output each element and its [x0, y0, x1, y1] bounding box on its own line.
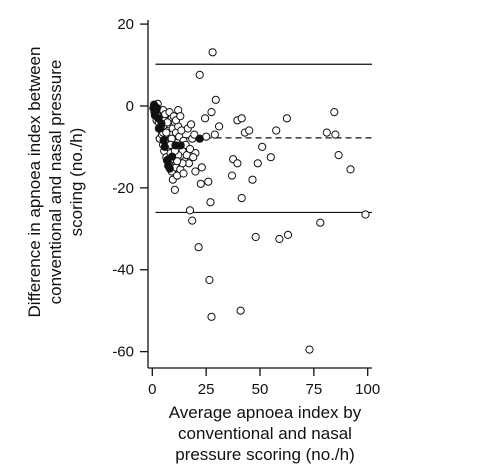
open-data-point: [211, 95, 220, 104]
open-data-point: [334, 151, 343, 160]
axis-title-line: Average apnoea index by: [169, 403, 362, 422]
x-tick-label: 0: [148, 381, 156, 398]
open-data-point: [227, 171, 237, 180]
open-data-point: [185, 144, 195, 154]
open-data-point: [206, 198, 215, 207]
y-axis-title: Difference in apnoea index between conven…: [25, 47, 86, 318]
open-data-point: [331, 130, 340, 139]
x-axis-ticks: 0 25 50 75 100: [148, 368, 380, 398]
open-data-point: [237, 194, 246, 203]
x-axis-title: Average apnoea index by conventional and …: [169, 403, 362, 464]
axis-title-line: conventional and nasal pressure: [46, 60, 65, 305]
open-data-point: [197, 163, 206, 172]
filled-data-point: [157, 119, 166, 128]
open-data-point: [210, 130, 219, 139]
filled-data-point: [168, 152, 177, 161]
axis-title-line: pressure scoring (no./h): [175, 445, 355, 464]
y-axis-ticks: 20 0 -20 -40 -60: [112, 16, 148, 361]
open-data-point: [196, 179, 205, 188]
y-tick-label: -60: [112, 344, 134, 361]
open-data-point: [283, 230, 293, 239]
open-data-point: [195, 70, 204, 80]
open-data-point: [233, 159, 242, 168]
open-data-point: [188, 216, 197, 225]
filled-data-point: [159, 136, 168, 145]
open-data-point: [248, 175, 257, 184]
open-data-point: [251, 232, 260, 242]
open-data-point: [179, 169, 188, 178]
x-tick-label: 100: [355, 381, 380, 398]
axes: [147, 20, 372, 369]
open-data-point: [282, 114, 291, 123]
filled-data-point: [152, 103, 162, 113]
open-data-point: [201, 114, 210, 123]
open-data-point: [266, 153, 275, 162]
open-data-point: [236, 306, 245, 315]
open-data-point: [237, 114, 246, 123]
open-data-point: [187, 120, 196, 129]
open-data-point: [207, 312, 216, 321]
open-data-point: [316, 218, 325, 227]
open-data-point: [208, 48, 217, 57]
y-tick-label: -20: [112, 180, 134, 197]
open-data-point: [330, 108, 339, 117]
open-data-point: [194, 243, 203, 252]
filled-data-point: [165, 164, 174, 173]
open-data-point: [245, 126, 254, 135]
open-data-point: [361, 210, 370, 219]
filled-data-point: [160, 142, 169, 151]
x-tick-label: 50: [252, 381, 269, 398]
filled-data-point: [176, 141, 185, 150]
open-data-point: [204, 177, 213, 186]
open-data-point: [253, 159, 262, 168]
open-data-point: [275, 234, 284, 244]
axis-title-line: Difference in apnoea index between: [25, 47, 44, 318]
open-data-point: [207, 108, 216, 117]
open-data-point: [190, 130, 199, 139]
open-data-point: [191, 167, 200, 176]
y-tick-label: -40: [112, 262, 134, 279]
open-data-point: [305, 345, 314, 354]
x-tick-label: 75: [306, 381, 323, 398]
y-tick-label: 20: [117, 16, 134, 33]
open-data-point: [346, 165, 355, 174]
open-data-point: [189, 153, 198, 162]
open-data-point: [258, 142, 267, 151]
open-data-point: [205, 275, 214, 285]
open-data-point: [176, 112, 185, 121]
y-tick-label: 0: [126, 98, 134, 115]
open-data-point: [322, 128, 331, 137]
open-data-point: [272, 126, 281, 135]
axis-title-line: scoring (no./h): [67, 128, 86, 237]
open-data-point: [185, 206, 195, 215]
x-tick-label: 25: [198, 381, 215, 398]
open-data-point: [173, 157, 182, 166]
axis-title-line: conventional and nasal: [178, 424, 352, 443]
open-data-point: [215, 122, 224, 131]
reference-lines: [155, 63, 372, 214]
open-data-point: [162, 128, 171, 137]
open-data-point: [170, 185, 179, 194]
data-points: [149, 48, 370, 354]
filled-data-point: [195, 134, 204, 143]
